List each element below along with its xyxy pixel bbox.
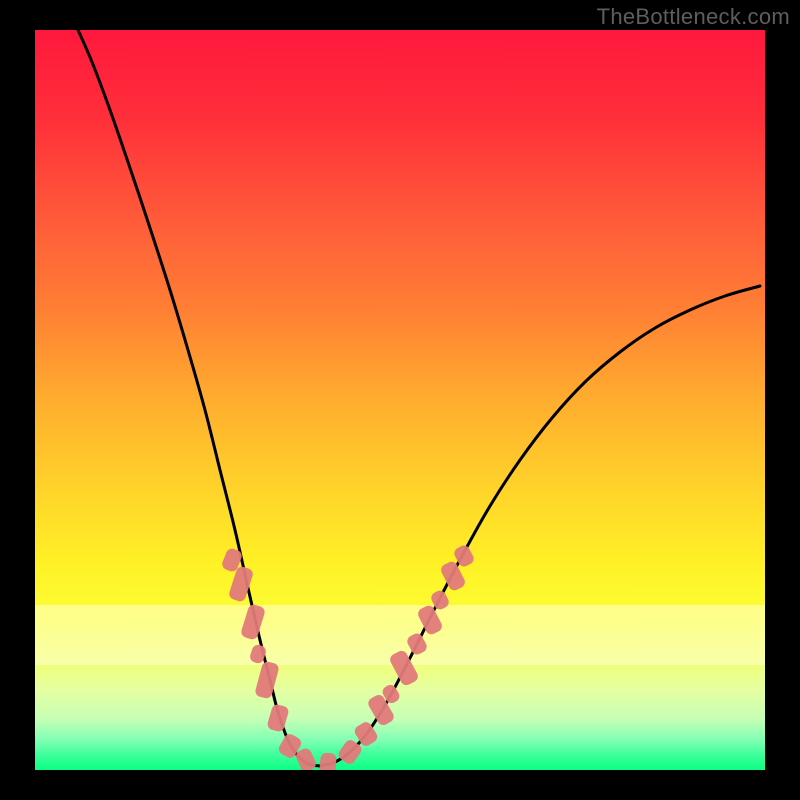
chart-stage: TheBottleneck.com <box>0 0 800 800</box>
bottleneck-v-chart <box>0 0 800 800</box>
watermark-text: TheBottleneck.com <box>597 4 790 30</box>
